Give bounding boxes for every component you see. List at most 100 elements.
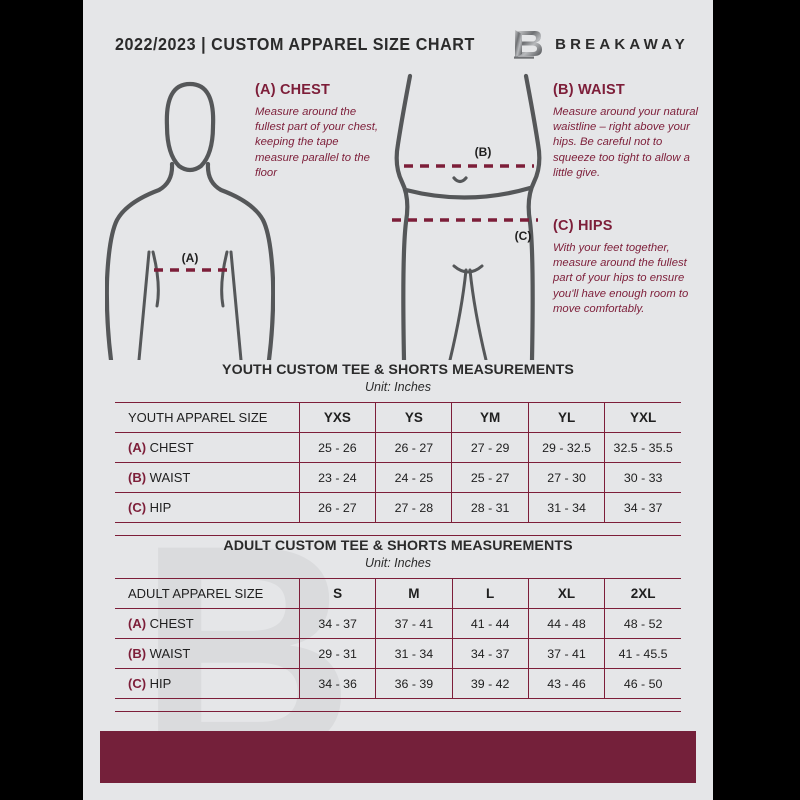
youth-table-title: YOUTH CUSTOM TEE & SHORTS MEASUREMENTS: [222, 362, 574, 378]
cell: 27 - 28: [375, 492, 453, 523]
measurement-illustrations: (A) (B) (C): [83, 70, 713, 363]
cell: 31 - 34: [528, 492, 606, 523]
cell: 32.5 - 35.5: [604, 432, 681, 463]
adult-size-table: ADULT APPAREL SIZE S M L XL 2XL (A) CHES…: [115, 578, 681, 699]
chest-marker-label: (A): [182, 251, 199, 265]
row-tag: (A): [128, 616, 147, 631]
row-tag: (C): [128, 676, 147, 691]
brand-lockup: BREAKAWAY: [513, 28, 689, 60]
row-tag: (B): [128, 646, 147, 661]
footer-bar: [100, 731, 696, 783]
waist-marker-label: (B): [475, 145, 492, 159]
row-name: HIP: [149, 500, 172, 515]
adult-table-unit: Unit: Inches: [364, 556, 431, 570]
male-torso-outline-icon: (A): [104, 70, 276, 365]
row-name: WAIST: [149, 470, 191, 485]
cell: 34 - 37: [604, 492, 681, 523]
table-row: (C) HIP 26 - 27 27 - 28 28 - 31 31 - 34 …: [115, 492, 681, 523]
size-col-ys: YS: [375, 402, 453, 433]
youth-apparel-size-header: YOUTH APPAREL SIZE: [115, 402, 300, 433]
size-col-yl: YL: [528, 402, 606, 433]
cell: 28 - 31: [451, 492, 529, 523]
page-header: 2022/2023 | CUSTOM APPAREL SIZE CHART: [83, 24, 713, 64]
cell: 34 - 36: [299, 668, 377, 699]
male-hips-outline-icon: (B) (C): [388, 70, 548, 365]
table-header-row: ADULT APPAREL SIZE S M L XL 2XL: [115, 578, 681, 609]
cell: 31 - 34: [375, 638, 453, 669]
cell: 37 - 41: [375, 608, 453, 639]
breakaway-b-logo-icon: [513, 28, 543, 60]
note-hips-heading: (C) HIPS: [553, 218, 613, 234]
cell: 26 - 27: [375, 432, 453, 463]
cell: 37 - 41: [528, 638, 606, 669]
cell: 25 - 27: [451, 462, 529, 493]
cell: 44 - 48: [528, 608, 606, 639]
brand-name: BREAKAWAY: [555, 35, 689, 53]
page-title: 2022/2023 | CUSTOM APPAREL SIZE CHART: [115, 33, 475, 54]
note-chest-heading: (A) CHEST: [255, 82, 331, 98]
row-name: HIP: [149, 676, 172, 691]
table-row: (C) HIP 34 - 36 36 - 39 39 - 42 43 - 46 …: [115, 668, 681, 699]
cell: 26 - 27: [299, 492, 377, 523]
cell: 46 - 50: [604, 668, 681, 699]
adult-measurements-block: ADULT CUSTOM TEE & SHORTS MEASUREMENTS U…: [83, 538, 713, 712]
size-col-l: L: [452, 578, 529, 609]
cell: 25 - 26: [299, 432, 377, 463]
cell: 34 - 37: [299, 608, 377, 639]
cell: 34 - 37: [452, 638, 529, 669]
size-chart-page: B 2022/2023 | CUSTOM APPAREL SIZE CHART: [83, 0, 713, 800]
cell: 43 - 46: [528, 668, 606, 699]
row-tag: (C): [128, 500, 147, 515]
size-col-yxl: YXL: [604, 402, 681, 433]
cell: 27 - 29: [451, 432, 529, 463]
adult-table-title: ADULT CUSTOM TEE & SHORTS MEASUREMENTS: [223, 538, 573, 554]
cell: 41 - 44: [452, 608, 529, 639]
row-name: CHEST: [149, 616, 194, 631]
table-header-row: YOUTH APPAREL SIZE YXS YS YM YL YXL: [115, 402, 681, 433]
table-row: (A) CHEST 34 - 37 37 - 41 41 - 44 44 - 4…: [115, 608, 681, 639]
size-col-xl: XL: [528, 578, 606, 609]
cell: 29 - 32.5: [528, 432, 606, 463]
note-waist-body: Measure around your natural waistline – …: [553, 106, 699, 179]
row-label-hip: (C) HIP: [115, 668, 300, 699]
cell: 39 - 42: [452, 668, 529, 699]
youth-size-table: YOUTH APPAREL SIZE YXS YS YM YL YXL (A) …: [115, 402, 681, 523]
cell: 29 - 31: [299, 638, 377, 669]
note-hips-body: With your feet together, measure around …: [553, 242, 689, 315]
hips-marker-label: (C): [515, 229, 532, 243]
adult-apparel-size-header: ADULT APPAREL SIZE: [115, 578, 300, 609]
note-hips: (C) HIPS With your feet together, measur…: [553, 218, 703, 317]
size-col-yxs: YXS: [299, 402, 377, 433]
row-label-chest: (A) CHEST: [115, 432, 300, 463]
row-tag: (A): [128, 440, 147, 455]
row-name: WAIST: [149, 646, 191, 661]
table-row: (B) WAIST 29 - 31 31 - 34 34 - 37 37 - 4…: [115, 638, 681, 669]
row-label-chest: (A) CHEST: [115, 608, 300, 639]
row-tag: (B): [128, 470, 147, 485]
cell: 23 - 24: [299, 462, 377, 493]
cell: 30 - 33: [604, 462, 681, 493]
table-row: (A) CHEST 25 - 26 26 - 27 27 - 29 29 - 3…: [115, 432, 681, 463]
row-label-waist: (B) WAIST: [115, 462, 300, 493]
cell: 41 - 45.5: [604, 638, 681, 669]
adult-table-footer-rule: [115, 711, 681, 712]
note-waist: (B) WAIST Measure around your natural wa…: [553, 82, 703, 181]
row-label-hip: (C) HIP: [115, 492, 300, 523]
row-name: CHEST: [149, 440, 194, 455]
note-chest: (A) CHEST Measure around the fullest par…: [255, 82, 385, 181]
size-col-s: S: [299, 578, 377, 609]
cell: 27 - 30: [528, 462, 606, 493]
cell: 48 - 52: [604, 608, 681, 639]
cell: 36 - 39: [375, 668, 453, 699]
size-col-2xl: 2XL: [604, 578, 681, 609]
size-col-m: M: [375, 578, 453, 609]
youth-measurements-block: YOUTH CUSTOM TEE & SHORTS MEASUREMENTS U…: [83, 362, 713, 536]
youth-table-unit: Unit: Inches: [364, 380, 431, 394]
row-label-waist: (B) WAIST: [115, 638, 300, 669]
note-chest-body: Measure around the fullest part of your …: [255, 106, 379, 179]
note-waist-heading: (B) WAIST: [553, 82, 625, 98]
youth-table-footer-rule: [115, 535, 681, 536]
size-col-ym: YM: [451, 402, 529, 433]
table-row: (B) WAIST 23 - 24 24 - 25 25 - 27 27 - 3…: [115, 462, 681, 493]
cell: 24 - 25: [375, 462, 453, 493]
